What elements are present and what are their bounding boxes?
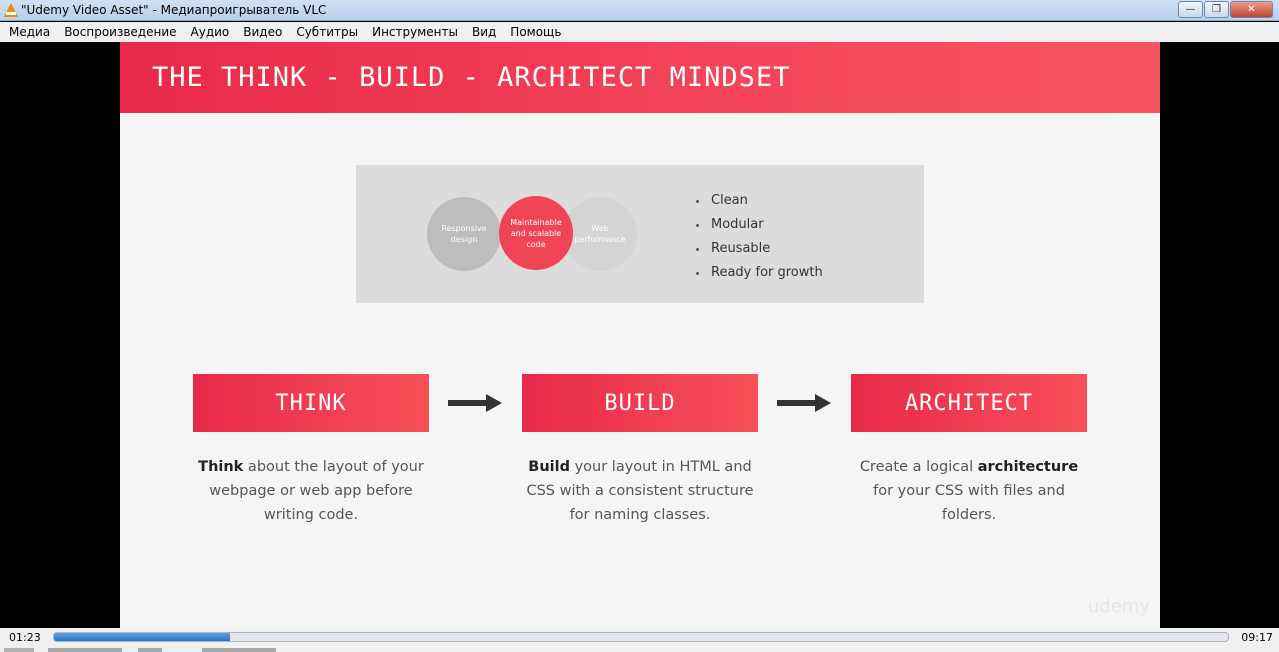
minimize-button[interactable]: — — [1178, 1, 1203, 18]
list-item: Reusable — [696, 237, 823, 261]
build-description-text: your layout in HTML and CSS with a consi… — [526, 459, 754, 523]
play-button[interactable] — [4, 648, 34, 652]
venn-circle-maintainable: Maintainable and scalable code — [499, 196, 573, 270]
list-item-label: Reusable — [711, 241, 771, 256]
title-bar: "Udemy Video Asset" - Медиапроигрыватель… — [0, 0, 1279, 21]
architect-description-bold: architecture — [977, 459, 1079, 475]
menu-media[interactable]: Медиа — [9, 25, 51, 39]
venn-circle-responsive: Responsive design — [427, 197, 501, 271]
vlc-cone-icon — [4, 3, 18, 17]
slide-header: THE THINK - BUILD - ARCHITECT MINDSET — [120, 42, 1160, 113]
list-item-label: Ready for growth — [711, 265, 823, 280]
menu-tools[interactable]: Инструменты — [372, 25, 458, 39]
stage-think: THINK — [193, 374, 429, 432]
window-title: "Udemy Video Asset" - Медиапроигрыватель… — [21, 3, 327, 17]
bullet-icon — [696, 199, 699, 203]
architect-description: Create a logical architecture for your C… — [851, 455, 1087, 527]
menu-help[interactable]: Помощь — [510, 25, 562, 39]
goals-list: Clean Modular Reusable Ready for growth — [696, 189, 823, 285]
stage-architect: ARCHITECT — [851, 374, 1087, 432]
menu-subtitles[interactable]: Субтитры — [296, 25, 359, 39]
venn-circle-performance: Web performance — [563, 197, 637, 271]
think-description-text: about the layout of your webpage or web … — [209, 459, 424, 523]
build-description: Build your layout in HTML and CSS with a… — [522, 455, 758, 527]
player-controls: 01:23 09:17 — [0, 628, 1279, 652]
video-area[interactable]: THE THINK - BUILD - ARCHITECT MINDSET Re… — [0, 42, 1279, 628]
architect-description-text: for your CSS with files and folders. — [873, 483, 1065, 523]
stage-architect-label: ARCHITECT — [904, 390, 1034, 416]
think-description: Think about the layout of your webpage o… — [193, 455, 429, 527]
list-item-label: Clean — [711, 193, 748, 208]
list-item: Clean — [696, 189, 823, 213]
menu-bar: Медиа Воспроизведение Аудио Видео Субтит… — [0, 22, 1279, 42]
menu-video[interactable]: Видео — [243, 25, 283, 39]
elapsed-time: 01:23 — [9, 631, 41, 644]
arrow-right-icon — [448, 394, 504, 412]
maximize-button[interactable]: ❐ — [1204, 1, 1229, 18]
menu-audio[interactable]: Аудио — [190, 25, 230, 39]
build-description-bold: Build — [528, 459, 570, 475]
stage-build: BUILD — [522, 374, 758, 432]
close-button[interactable]: ✕ — [1230, 1, 1273, 18]
video-frame-slide: THE THINK - BUILD - ARCHITECT MINDSET Re… — [120, 42, 1160, 628]
list-item: Modular — [696, 213, 823, 237]
fullscreen-button[interactable] — [138, 648, 162, 652]
window-controls: — ❐ ✕ — [1178, 1, 1273, 18]
total-time: 09:17 — [1241, 631, 1273, 644]
menu-playback[interactable]: Воспроизведение — [64, 25, 177, 39]
seek-bar-progress — [54, 633, 231, 641]
arrow-right-icon — [777, 394, 833, 412]
bullet-icon — [696, 223, 699, 227]
udemy-watermark: udemy — [1087, 596, 1150, 617]
think-description-bold: Think — [198, 459, 244, 475]
architect-description-pre: Create a logical — [859, 459, 978, 475]
list-item-label: Modular — [711, 217, 764, 232]
list-item: Ready for growth — [696, 261, 823, 285]
extra-controls-group[interactable] — [202, 648, 276, 652]
playback-controls-group[interactable] — [48, 648, 122, 652]
menu-view[interactable]: Вид — [471, 25, 497, 39]
slide-title: THE THINK - BUILD - ARCHITECT MINDSET — [152, 62, 791, 93]
seek-bar[interactable] — [53, 632, 1229, 642]
stage-think-label: THINK — [275, 390, 347, 416]
stage-build-label: BUILD — [604, 390, 676, 416]
bullet-icon — [696, 271, 699, 275]
bullet-icon — [696, 247, 699, 251]
venn-panel: Responsive design Web performance Mainta… — [356, 165, 924, 303]
